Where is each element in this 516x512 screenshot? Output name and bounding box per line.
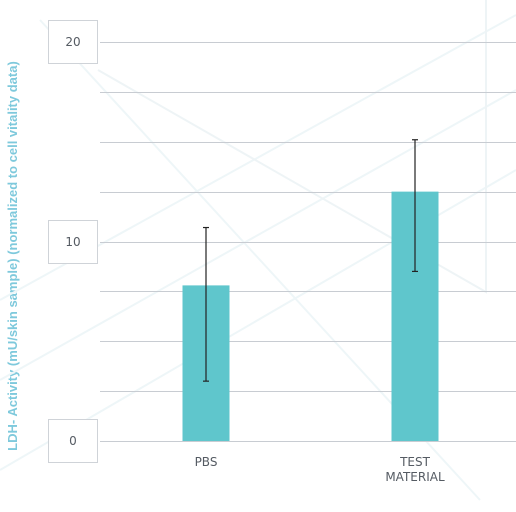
error-bars xyxy=(203,139,418,382)
y-tick-label-0: 0 xyxy=(48,419,98,463)
x-category-label-test-material: TEST MATERIAL xyxy=(385,455,445,484)
y-tick-label-20: 20 xyxy=(48,20,98,64)
x-category-label-pbs: PBS xyxy=(194,455,218,469)
gridlines xyxy=(100,42,516,442)
decor-line-1 xyxy=(0,89,516,381)
y-tick-label-10: 10 xyxy=(48,219,98,264)
